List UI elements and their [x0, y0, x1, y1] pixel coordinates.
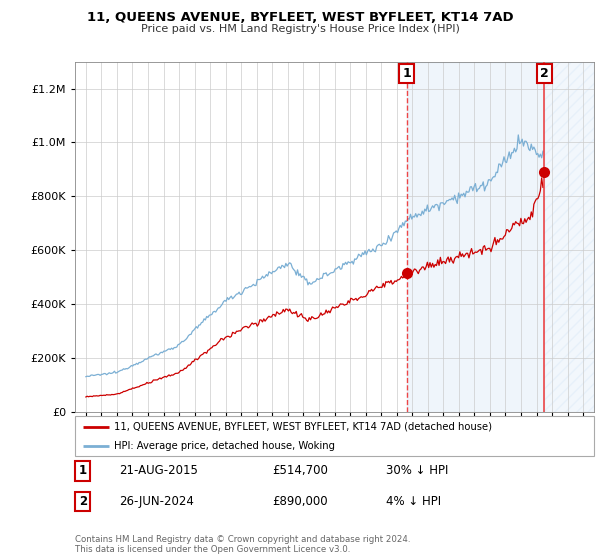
Text: 21-AUG-2015: 21-AUG-2015: [119, 464, 198, 478]
Text: 1: 1: [402, 67, 411, 80]
Text: HPI: Average price, detached house, Woking: HPI: Average price, detached house, Woki…: [114, 441, 335, 450]
Text: 11, QUEENS AVENUE, BYFLEET, WEST BYFLEET, KT14 7AD (detached house): 11, QUEENS AVENUE, BYFLEET, WEST BYFLEET…: [114, 422, 492, 432]
Text: 2: 2: [79, 495, 87, 508]
Text: 1: 1: [79, 464, 87, 478]
Text: Contains HM Land Registry data © Crown copyright and database right 2024.
This d: Contains HM Land Registry data © Crown c…: [75, 535, 410, 554]
FancyBboxPatch shape: [75, 416, 594, 456]
Text: 11, QUEENS AVENUE, BYFLEET, WEST BYFLEET, KT14 7AD: 11, QUEENS AVENUE, BYFLEET, WEST BYFLEET…: [86, 11, 514, 24]
Text: 30% ↓ HPI: 30% ↓ HPI: [386, 464, 449, 478]
Bar: [544, 62, 594, 412]
Text: 4% ↓ HPI: 4% ↓ HPI: [386, 495, 442, 508]
Text: 2: 2: [540, 67, 548, 80]
Text: £514,700: £514,700: [272, 464, 328, 478]
Text: £890,000: £890,000: [272, 495, 328, 508]
Text: 26-JUN-2024: 26-JUN-2024: [119, 495, 194, 508]
Bar: [407, 62, 544, 412]
Text: Price paid vs. HM Land Registry's House Price Index (HPI): Price paid vs. HM Land Registry's House …: [140, 24, 460, 34]
